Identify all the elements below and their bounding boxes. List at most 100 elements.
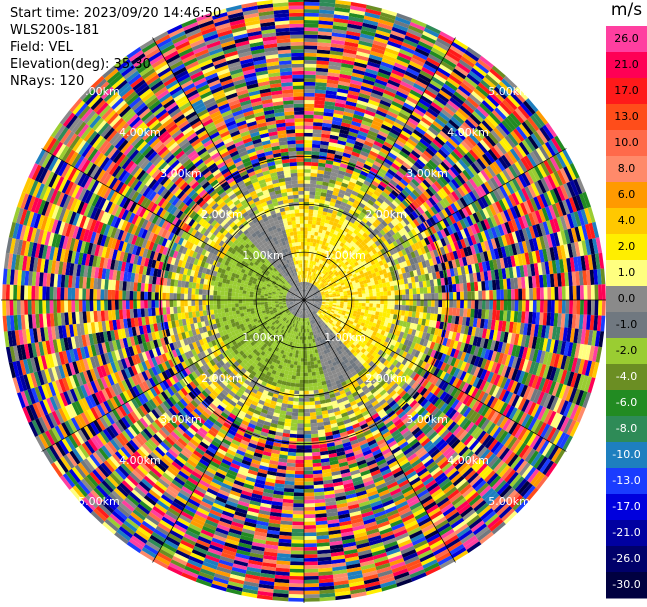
- velocity-gate: [377, 71, 390, 80]
- velocity-gate: [338, 189, 346, 195]
- velocity-gate: [448, 284, 453, 293]
- velocity-gate: [304, 289, 306, 293]
- velocity-gate: [313, 209, 319, 214]
- velocity-gate: [367, 61, 381, 69]
- velocity-gate: [398, 112, 410, 121]
- velocity-gate: [569, 300, 574, 315]
- velocity-gate: [452, 307, 457, 316]
- velocity-gate: [398, 84, 412, 93]
- velocity-gate: [491, 109, 504, 123]
- velocity-gate: [305, 289, 307, 293]
- velocity-gate: [337, 88, 349, 94]
- velocity-gate: [498, 81, 513, 95]
- velocity-gate: [304, 532, 317, 537]
- velocity-gate: [373, 190, 381, 197]
- velocity-gate: [304, 103, 315, 108]
- velocity-gate: [430, 156, 441, 167]
- velocity-gate: [337, 245, 343, 250]
- velocity-gate: [367, 153, 377, 161]
- velocity-gate: [349, 83, 362, 90]
- velocity-gate: [387, 152, 398, 160]
- velocity-gate: [344, 241, 350, 247]
- velocity-gate: [362, 116, 374, 124]
- velocity-gate: [409, 135, 420, 145]
- velocity-gate: [329, 201, 336, 207]
- velocity-gate: [315, 71, 328, 76]
- velocity-gate: [396, 204, 404, 213]
- velocity-gate: [426, 107, 439, 118]
- velocity-gate: [511, 300, 515, 311]
- velocity-gate: [474, 308, 479, 319]
- velocity-gate: [322, 177, 330, 183]
- velocity-gate: [363, 214, 371, 221]
- velocity-gate: [313, 285, 317, 290]
- velocity-gate: [371, 120, 383, 128]
- velocity-gate: [374, 113, 386, 121]
- velocity-gate: [364, 192, 372, 200]
- velocity-gate: [306, 350, 310, 355]
- velocity-gate: [311, 268, 315, 273]
- velocity-gate: [311, 433, 319, 438]
- velocity-gate: [422, 179, 431, 189]
- velocity-gate: [304, 528, 317, 533]
- velocity-gate: [418, 170, 428, 180]
- velocity-gate: [405, 141, 416, 150]
- velocity-gate: [536, 300, 541, 313]
- velocity-gate: [388, 131, 399, 140]
- velocity-gate: [306, 245, 310, 250]
- velocity-gate: [477, 58, 492, 72]
- velocity-gate: [423, 287, 428, 294]
- velocity-gate: [395, 59, 409, 68]
- velocity-gate: [377, 184, 386, 192]
- velocity-gate: [323, 266, 328, 271]
- velocity-gate: [308, 386, 314, 391]
- velocity-gate: [306, 339, 309, 344]
- velocity-gate: [450, 116, 463, 128]
- velocity-gate: [402, 300, 406, 306]
- velocity-gate: [311, 260, 315, 265]
- velocity-gate: [308, 202, 315, 206]
- velocity-gate: [369, 296, 374, 300]
- velocity-gate: [392, 23, 409, 32]
- velocity-gate: [345, 168, 354, 175]
- velocity-gate: [313, 277, 317, 282]
- velocity-gate: [304, 427, 311, 431]
- velocity-gate: [304, 63, 317, 68]
- velocity-gate: [304, 416, 311, 420]
- velocity-gate: [434, 40, 450, 52]
- velocity-gate: [416, 101, 429, 111]
- velocity-gate: [370, 230, 377, 237]
- velocity-gate: [331, 120, 342, 126]
- velocity-gate: [313, 253, 317, 258]
- velocity-gate: [330, 198, 337, 204]
- velocity-gate: [374, 33, 390, 41]
- velocity-gate: [327, 264, 332, 269]
- velocity-gate: [369, 183, 378, 191]
- velocity-gate: [328, 232, 334, 237]
- velocity-gate: [320, 144, 329, 150]
- velocity-gate: [434, 300, 439, 307]
- velocity-gate: [325, 273, 330, 277]
- velocity-gate: [327, 274, 331, 279]
- velocity-gate: [432, 120, 444, 131]
- velocity-gate: [375, 288, 380, 293]
- velocity-gate: [326, 268, 331, 273]
- velocity-gate: [345, 256, 350, 262]
- velocity-gate: [398, 289, 402, 296]
- velocity-gate: [304, 38, 318, 43]
- velocity-gate: [438, 63, 453, 75]
- velocity-gate: [368, 99, 380, 107]
- velocity-gate: [355, 54, 369, 62]
- velocity-gate: [433, 73, 447, 84]
- velocity-gate: [384, 138, 395, 146]
- velocity-gate: [304, 481, 314, 486]
- velocity-gate: [304, 85, 316, 90]
- velocity-gate: [345, 100, 357, 107]
- velocity-gate: [412, 129, 424, 139]
- velocity-gate: [389, 179, 398, 187]
- velocity-gate: [341, 198, 349, 204]
- velocity-gate: [330, 131, 340, 137]
- velocity-gate: [315, 224, 320, 229]
- velocity-gate: [420, 117, 433, 127]
- velocity-gate: [372, 307, 377, 312]
